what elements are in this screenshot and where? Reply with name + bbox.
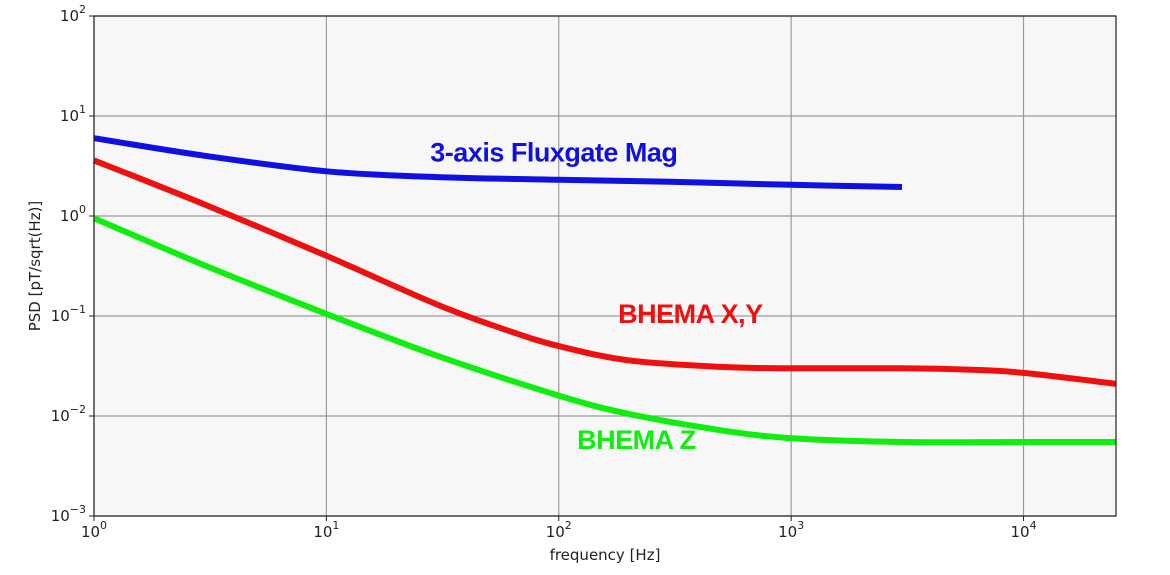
y-tick-label: 102 [60, 3, 86, 25]
x-tick-label: 103 [778, 519, 804, 541]
series-line-1 [92, 157, 1117, 387]
y-tick-label: 10−2 [51, 403, 86, 425]
series-label-2: BHEMA Z [577, 425, 696, 455]
series-labels: 3-axis Fluxgate Mag BHEMA X,Y BHEMA Z [430, 138, 763, 455]
y-tick-labels: 10−3 10−2 10−1 100 101 102 [51, 3, 94, 525]
plot-area [94, 16, 1116, 516]
y-tick-label: 101 [60, 103, 86, 125]
series-line-0 [93, 135, 903, 190]
series-label-0: 3-axis Fluxgate Mag [430, 138, 677, 168]
x-axis-label: frequency [Hz] [550, 546, 661, 564]
series-line-2 [92, 215, 1116, 446]
series-lines [92, 135, 1117, 446]
series-label-1: BHEMA X,Y [618, 299, 763, 329]
y-tick-label: 100 [60, 203, 86, 225]
y-tick-label: 10−3 [51, 503, 86, 525]
x-tick-label: 100 [81, 519, 107, 541]
x-tick-label: 102 [546, 519, 572, 541]
plot-frame [93, 15, 1117, 517]
y-tick-label: 10−1 [51, 303, 86, 325]
x-tick-label: 104 [1010, 519, 1036, 541]
x-tick-labels: 100 101 102 103 104 [81, 516, 1037, 541]
x-tick-label: 101 [313, 519, 339, 541]
y-axis-label: PSD [pT/sqrt(Hz)] [26, 201, 44, 332]
